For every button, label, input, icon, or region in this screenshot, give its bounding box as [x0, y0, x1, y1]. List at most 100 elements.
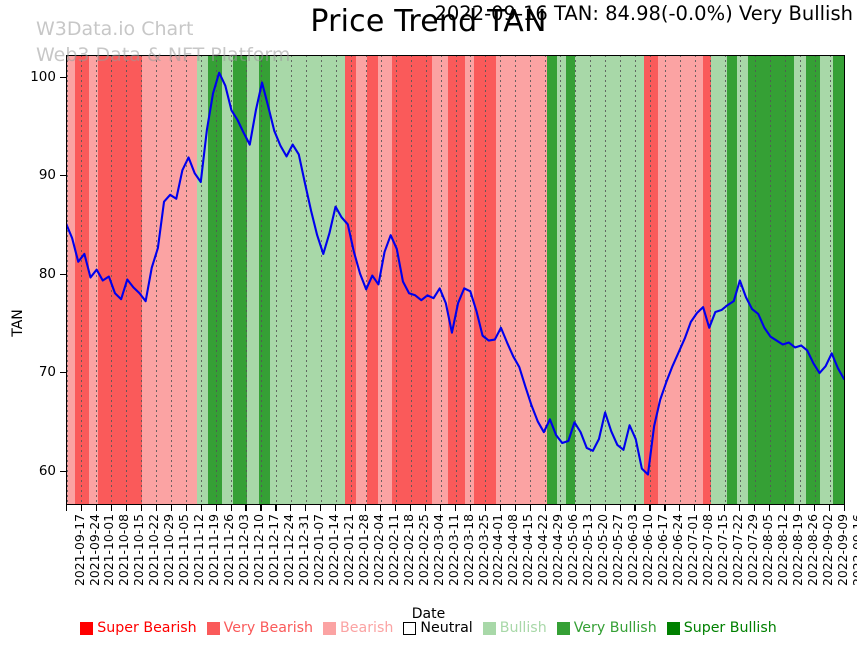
sentiment-band	[566, 55, 577, 505]
x-axis-tick-label: 2022-08-12	[774, 514, 790, 587]
gridline-vertical	[664, 55, 666, 505]
y-axis-tick	[60, 273, 66, 275]
x-axis-tick-label: 2022-03-18	[460, 514, 476, 587]
gridline-vertical	[171, 55, 173, 505]
x-axis-tick	[559, 505, 561, 511]
x-axis-tick	[828, 505, 831, 511]
x-axis-tick-label: 2022-07-22	[729, 514, 745, 587]
legend-item[interactable]: Bullish	[482, 620, 547, 636]
x-axis-tick-label: 2022-08-19	[789, 514, 805, 587]
legend-item[interactable]: Super Bearish	[80, 620, 197, 636]
x-axis-tick	[589, 505, 591, 511]
y-axis-tick	[60, 175, 66, 177]
x-axis-tick	[454, 505, 457, 511]
gridline-vertical	[605, 55, 607, 505]
gridline-vertical	[724, 55, 726, 505]
sentiment-band	[344, 55, 357, 505]
sentiment-band	[703, 55, 712, 505]
gridline-vertical	[380, 55, 382, 505]
x-axis-tick-label: 2022-01-14	[325, 514, 341, 587]
x-axis-tick	[95, 505, 97, 511]
x-axis-tick-label: 2022-06-10	[640, 514, 655, 587]
sentiment-band	[762, 55, 782, 505]
sentiment-band	[270, 55, 285, 505]
gridline-vertical	[784, 55, 786, 505]
x-axis-tick	[335, 505, 337, 511]
gridline-vertical	[829, 55, 831, 505]
gridline-vertical	[620, 55, 622, 505]
gridline-vertical	[231, 55, 233, 505]
x-axis-tick	[484, 505, 486, 511]
sentiment-band	[658, 55, 690, 505]
x-axis-tick	[604, 505, 606, 511]
sentiment-band	[246, 55, 260, 505]
gridline-vertical	[679, 55, 681, 505]
x-axis-tick	[185, 505, 187, 511]
x-axis-tick-label: 2022-09-16	[849, 514, 857, 587]
sentiment-band	[496, 55, 534, 505]
legend-label: Very Bearish	[223, 620, 314, 636]
x-axis-tick	[469, 505, 472, 511]
sentiment-band	[806, 55, 821, 505]
legend: Super Bearish Very Bearish Bearish Neutral B…	[0, 620, 857, 636]
legend-item[interactable]: Very Bearish	[206, 620, 314, 636]
legend-item[interactable]: Bearish	[323, 620, 393, 636]
x-axis-tick	[290, 505, 292, 511]
x-axis-tick-label: 2022-02-25	[415, 514, 431, 587]
gridline-vertical	[395, 55, 397, 505]
x-axis-tick-label: 2022-05-27	[610, 514, 626, 587]
gridline-vertical	[275, 55, 277, 505]
x-axis-tick-label: 2021-12-10	[251, 514, 266, 587]
legend-item[interactable]: Super Bullish	[666, 620, 777, 636]
sentiment-band	[414, 55, 433, 505]
x-axis-tick-label: 2021-12-17	[266, 514, 281, 587]
x-axis-tick-label: 2022-07-08	[699, 514, 715, 587]
x-axis-tick-label: 2022-07-15	[714, 514, 730, 587]
gridline-vertical	[650, 55, 651, 505]
x-axis-tick-label: 2021-09-24	[86, 514, 102, 587]
x-axis-tick-label: 2022-07-29	[744, 514, 760, 587]
gridline-vertical	[575, 55, 577, 505]
x-axis-tick	[739, 505, 741, 511]
sentiment-band	[299, 55, 324, 505]
gridline-vertical	[410, 55, 412, 505]
gridline-vertical	[515, 55, 517, 505]
sentiment-band	[366, 55, 379, 505]
x-axis-tick	[80, 505, 83, 511]
gridline-vertical	[261, 55, 262, 505]
x-axis-tick-label: 2021-10-01	[101, 514, 117, 587]
y-axis-tick-label: 90	[38, 167, 56, 184]
x-axis-tick	[350, 505, 352, 511]
x-axis-tick	[425, 505, 427, 511]
sentiment-band	[689, 55, 704, 505]
x-axis-tick	[155, 505, 157, 511]
x-axis-tick-label: 2021-12-31	[295, 514, 311, 587]
legend-label: Neutral	[420, 620, 473, 636]
x-axis-tick-label: 2022-04-29	[550, 514, 566, 587]
y-axis-tick-label: 60	[38, 462, 56, 479]
x-axis-tick-label: 2021-10-22	[146, 514, 162, 587]
x-axis-tick	[110, 505, 112, 511]
gridline-vertical	[141, 55, 143, 505]
legend-swatch-icon	[403, 621, 417, 635]
legend-swatch-icon	[666, 621, 680, 635]
x-axis-tick	[140, 505, 142, 511]
x-axis-tick-label: 2022-01-21	[340, 514, 356, 587]
gridline-vertical	[305, 55, 307, 505]
x-axis-tick	[694, 505, 696, 511]
legend-label: Super Bullish	[683, 620, 777, 636]
x-axis-tick-label: 2022-03-25	[475, 514, 491, 587]
x-axis-tick	[754, 505, 756, 511]
x-axis-tick-label: 2022-09-09	[834, 514, 850, 587]
legend-item[interactable]: Neutral	[403, 620, 473, 636]
gridline-vertical	[156, 55, 158, 505]
x-axis-tick	[529, 505, 531, 511]
sentiment-band	[323, 55, 346, 505]
legend-swatch-icon	[556, 621, 570, 635]
plot-area[interactable]	[66, 55, 845, 505]
page-title: Price Trend TAN	[310, 4, 547, 39]
gridline-vertical	[201, 55, 203, 505]
legend-item[interactable]: Very Bullish	[556, 620, 657, 636]
y-axis-tick	[60, 372, 66, 374]
x-axis-tick	[410, 505, 412, 511]
